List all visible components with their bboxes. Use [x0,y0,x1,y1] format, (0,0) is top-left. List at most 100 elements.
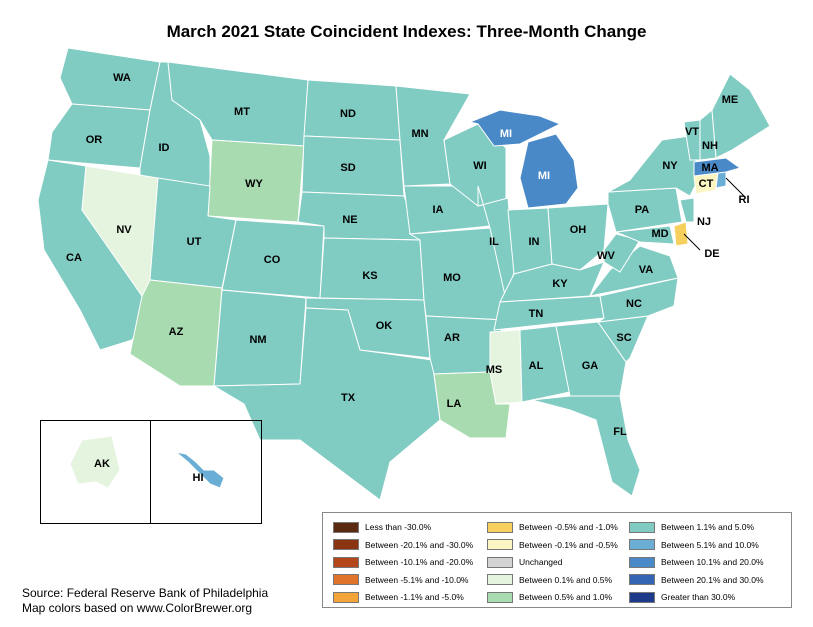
legend-item: Between 0.5% and 1.0% [487,590,612,604]
legend-item: Between -20.1% and -30.0% [333,538,473,552]
legend-swatch [333,556,359,568]
label-NY: NY [662,160,678,172]
label-MT: MT [234,106,250,118]
state-DE [673,221,689,247]
label-NJ: NJ [697,216,711,228]
legend-label: Unchanged [519,557,563,567]
label-TN: TN [529,308,544,320]
label-WV: WV [597,250,615,262]
legend-swatch [629,591,655,603]
legend-label: Between 10.1% and 20.0% [661,557,764,567]
state-HI [175,451,225,489]
state-FL [531,395,641,497]
legend-label: Between 1.1% and 5.0% [661,522,755,532]
legend-swatch [629,521,655,533]
state-OR [47,103,151,169]
legend-label: Between 0.1% and 0.5% [519,574,613,585]
state-MI-lower [519,133,579,209]
label-ME: ME [722,94,739,106]
state-RI [715,171,727,189]
label-FL: FL [613,426,627,438]
legend-item: Between 10.1% and 20.0% [629,555,764,569]
state-OH [547,203,609,271]
legend-item: Between -5.1% and -10.0% [333,573,468,587]
legend-item: Between 5.1% and 10.0% [629,538,759,552]
de-connector [683,233,701,251]
state-MD [614,225,675,245]
label-OK: OK [376,320,393,332]
label-TX: TX [341,392,356,404]
state-MI-upper [468,109,562,147]
state-WA [59,47,161,111]
label-AK: AK [94,458,110,470]
label-VA: VA [639,264,654,276]
label-NH: NH [702,140,718,152]
label-SD: SD [340,162,355,174]
label-MN: MN [411,128,428,140]
label-CT: CT [699,178,714,190]
label-MS: MS [486,364,503,376]
state-NJ [679,197,695,223]
label-NE: NE [342,214,357,226]
legend-label: Between 0.5% and 1.0% [519,592,613,602]
label-HI: HI [193,472,204,484]
state-MA [693,157,742,177]
label-MA: MA [701,162,718,174]
label-KY: KY [552,278,568,290]
label-UT: UT [187,236,202,248]
legend-item: Between 1.1% and 5.0% [629,520,754,534]
legend-swatch [333,574,359,585]
legend-label: Between 5.1% and 10.0% [661,539,759,550]
state-ME [711,73,771,159]
legend-swatch [333,591,359,603]
label-AZ: AZ [169,326,184,338]
legend-swatch [487,591,513,603]
label-GA: GA [582,360,599,372]
label-OR: OR [86,134,103,146]
label-NV: NV [116,224,132,236]
inset-divider [150,421,151,523]
state-TX [212,307,441,501]
legend-swatch [629,539,655,550]
legend-item: Greater than 30.0% [629,590,735,604]
legend-label: Between -1.1% and -5.0% [365,592,464,602]
source-note: Source: Federal Reserve Bank of Philadel… [22,586,268,616]
label-DE: DE [704,248,719,260]
map-title: March 2021 State Coincident Indexes: Thr… [166,22,647,41]
label-VT: VT [685,126,699,138]
label-RI: RI [739,194,750,206]
legend-swatch [333,521,359,533]
legend-swatch [629,556,655,568]
legend-item: Between 0.1% and 0.5% [487,573,612,587]
label-IL: IL [489,236,499,248]
label-IN: IN [529,236,540,248]
legend-item: Less than -30.0% [333,520,431,534]
legend-item: Between -10.1% and -20.0% [333,555,473,569]
label-MD: MD [651,228,668,240]
state-VA [588,245,679,297]
state-AK [69,435,121,489]
label-NC: NC [626,298,642,310]
colorbrewer-line: Map colors based on www.ColorBrewer.org [22,601,253,615]
legend-label: Between -0.1% and -0.5% [519,539,618,550]
label-OH: OH [570,224,587,236]
alaska-hawaii-inset [40,420,262,524]
legend-label: Greater than 30.0% [661,592,736,602]
legend-label: Between -0.5% and -1.0% [519,522,618,532]
legend: Less than -30.0% Between -20.1% and -30.0… [322,512,792,608]
legend-swatch [487,574,513,585]
legend-label: Between 20.1% and 30.0% [661,574,764,585]
label-CO: CO [264,254,281,266]
label-MI-lower: MI [538,170,550,182]
legend-item: Between -1.1% and -5.0% [333,590,464,604]
label-WA: WA [113,72,131,84]
legend-swatch [333,539,359,550]
legend-swatch [629,574,655,585]
legend-label: Between -5.1% and -10.0% [365,574,469,585]
label-LA: LA [447,398,462,410]
label-IA: IA [433,204,444,216]
state-NY [607,135,701,197]
label-MO: MO [443,272,461,284]
state-AL [519,325,571,403]
